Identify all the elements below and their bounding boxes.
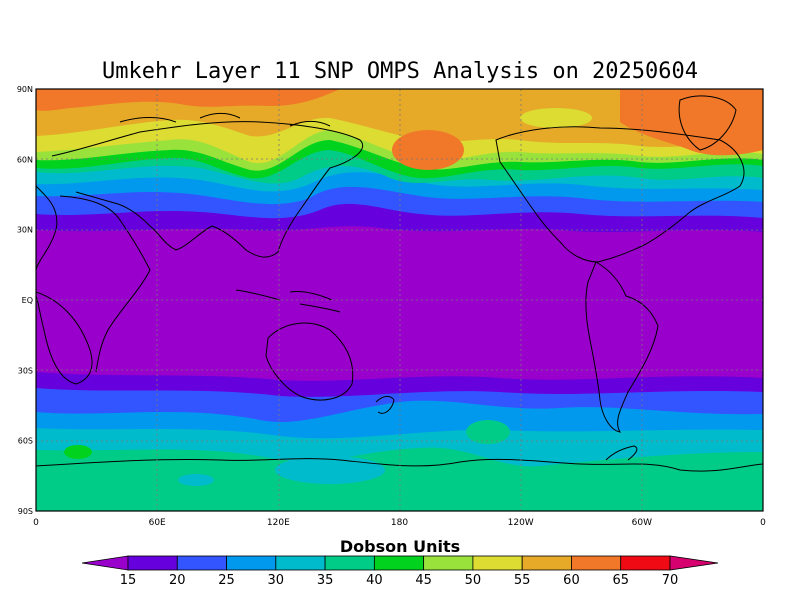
coast-arctic-islands <box>119 113 331 127</box>
colorbar-segment-10 <box>620 555 671 571</box>
colorbar-label-45: 45 <box>415 573 432 588</box>
map-plot-area <box>36 89 763 511</box>
colorbar-label-20: 20 <box>169 573 186 588</box>
colorbar-label-60: 60 <box>563 573 580 588</box>
map-frame <box>35 88 764 512</box>
colorbar-segment-8 <box>521 555 572 571</box>
colorbar-segment-3 <box>275 555 326 571</box>
coast-new-zealand <box>375 395 395 414</box>
coast-eurasia <box>51 121 363 258</box>
lon-label-2: 120E <box>267 518 290 528</box>
colorbar-segment-9 <box>571 555 622 571</box>
longitude-labels: 0 60E 120E 180 120W 60W 0 <box>33 518 766 528</box>
colorbar-segment-0 <box>127 555 178 571</box>
coastlines <box>36 95 763 472</box>
lat-label-5: 60S <box>18 437 33 446</box>
colorbar-label-35: 35 <box>317 573 334 588</box>
south-green-spot <box>64 445 92 459</box>
colorbar-label-55: 55 <box>514 573 531 588</box>
colorbar-labels: 15 20 25 30 35 40 45 50 55 60 65 70 <box>120 573 679 588</box>
colorbar-segment-4 <box>324 555 375 571</box>
colorbar-label-50: 50 <box>465 573 482 588</box>
south-cyan-blob <box>275 456 385 484</box>
lon-label-0: 0 <box>33 518 39 528</box>
south-cyan-blob-2 <box>178 474 214 486</box>
north-yellow-patch <box>520 108 592 128</box>
coast-antarctica <box>36 458 763 472</box>
colorbar-segment-1 <box>176 555 227 571</box>
north-band-65-east <box>620 89 763 156</box>
chart-title: Umkehr Layer 11 SNP OMPS Analysis on 202… <box>102 59 698 84</box>
colorbar-label-65: 65 <box>612 573 629 588</box>
lat-label-1: 60N <box>17 155 33 164</box>
lat-label-0: 90N <box>17 85 33 94</box>
lon-label-4: 120W <box>508 518 534 528</box>
map-grid <box>36 89 763 511</box>
colorbar-label-40: 40 <box>366 573 383 588</box>
colorbar-segment-7 <box>472 555 523 571</box>
lat-label-3: EQ <box>22 296 33 305</box>
colorbar-title: Dobson Units <box>340 537 460 556</box>
colorbar-segment-2 <box>226 555 277 571</box>
coast-greenland <box>678 95 737 151</box>
colorbar-label-15: 15 <box>120 573 137 588</box>
coast-indonesia <box>235 289 341 313</box>
colorbar <box>81 555 719 571</box>
coast-australia <box>265 322 354 401</box>
coast-north-america <box>495 126 745 263</box>
coast-south-america <box>585 261 659 433</box>
latitude-labels: 90N 60N 30N EQ 30S 60S 90S <box>17 85 33 516</box>
north-band-65-west <box>36 89 340 111</box>
coast-antarctic-peninsula <box>605 445 638 461</box>
colorbar-segment-6 <box>423 555 474 571</box>
south-band-40 <box>36 447 763 511</box>
lat-label-4: 30S <box>18 366 33 375</box>
north-orange-blob <box>392 130 464 170</box>
colorbar-label-70: 70 <box>662 573 679 588</box>
south-green-blob <box>466 420 510 444</box>
colorbar-segment-5 <box>373 555 425 571</box>
lon-label-5: 60W <box>632 518 652 528</box>
colorbar-right-triangle <box>669 555 719 571</box>
colorbar-left-triangle <box>81 555 129 571</box>
lat-label-2: 30N <box>17 226 33 235</box>
lon-label-3: 180 <box>391 518 408 528</box>
lon-label-6: 0 <box>760 518 766 528</box>
lat-label-6: 90S <box>18 507 33 516</box>
colorbar-label-30: 30 <box>268 573 285 588</box>
lon-label-1: 60E <box>149 518 166 528</box>
colorbar-label-25: 25 <box>218 573 235 588</box>
